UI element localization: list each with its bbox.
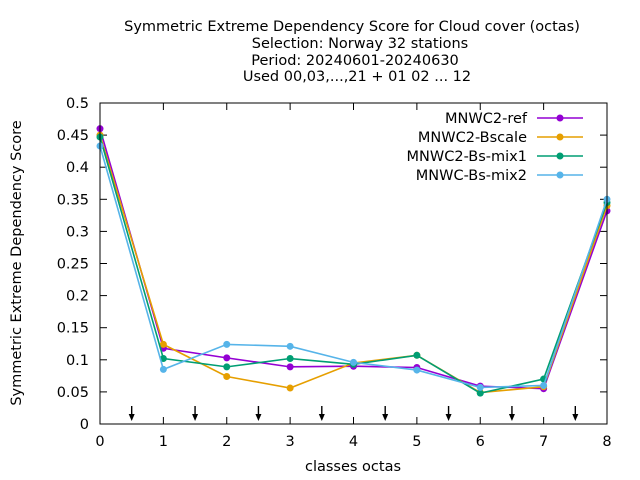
data-point <box>223 363 231 371</box>
data-point <box>286 384 294 392</box>
data-point <box>223 340 231 348</box>
legend-swatch-marker <box>556 114 564 122</box>
series-mnwc-bs-mix2 <box>96 142 611 391</box>
legend-entry: MNWC2-Bscale <box>418 130 583 146</box>
data-point <box>223 354 231 362</box>
y-axis-label: Symmetric Extreme Dependency Score <box>9 120 25 405</box>
y-tick-label: 0.4 <box>66 160 89 176</box>
series-line <box>99 134 608 394</box>
x-tick-label: 4 <box>349 434 358 450</box>
x-tick-label: 1 <box>159 434 168 450</box>
y-tick-label: 0.35 <box>57 192 89 208</box>
plot-frame <box>99 102 608 425</box>
x-axis-label: classes octas <box>305 459 401 475</box>
data-point <box>159 355 167 363</box>
x-tick-label: 2 <box>222 434 231 450</box>
data-point <box>159 340 167 348</box>
legend-entry: MNWC2-Bs-mix1 <box>407 149 583 165</box>
chart-title: Symmetric Extreme Dependency Score for C… <box>124 19 580 85</box>
series-line <box>99 136 608 395</box>
legend-label: MNWC2-ref <box>445 111 528 127</box>
x-tick-label: 7 <box>539 434 548 450</box>
data-point <box>540 381 548 389</box>
y-tick-label: 0 <box>80 417 89 433</box>
series-lines <box>96 125 611 397</box>
legend-entry: MNWC2-ref <box>445 111 583 127</box>
class-boundary-arrows <box>128 406 579 421</box>
boundary-arrow <box>128 406 135 421</box>
data-point <box>350 358 357 366</box>
legend-label: MNWC2-Bs-mix1 <box>407 149 527 165</box>
data-point <box>223 372 231 380</box>
x-tick-label: 3 <box>286 434 295 450</box>
boundary-arrow <box>192 406 199 421</box>
y-tick-label: 0.2 <box>66 289 89 305</box>
data-point <box>286 342 294 350</box>
legend-swatch-marker <box>556 152 564 160</box>
series-mnwc2-bscale <box>96 131 611 397</box>
data-point <box>476 389 484 397</box>
title-line-1: Symmetric Extreme Dependency Score for C… <box>124 19 580 35</box>
y-tick-label: 0.05 <box>57 385 89 401</box>
title-line-3: Period: 20240601-20240630 <box>251 53 459 69</box>
y-tick-label: 0.3 <box>66 224 89 240</box>
data-point <box>286 355 294 363</box>
legend-swatch-marker <box>556 171 564 179</box>
y-tick-label: 0.15 <box>57 321 89 337</box>
boundary-arrow <box>318 406 325 421</box>
series-line <box>99 128 608 390</box>
legend-label: MNWC2-Bscale <box>418 130 527 146</box>
y-tick-label: 0.5 <box>66 96 89 112</box>
boundary-arrow <box>508 406 515 421</box>
boundary-arrow <box>255 406 262 421</box>
y-tick-label: 0.1 <box>66 353 89 369</box>
title-line-2: Selection: Norway 32 stations <box>252 36 468 52</box>
data-point <box>476 383 484 391</box>
series-mnwc2-bs-mix1 <box>96 133 611 397</box>
x-tick-label: 0 <box>95 434 104 450</box>
y-tick-label: 0.45 <box>57 128 89 144</box>
legend-label: MNWC-Bs-mix2 <box>416 168 527 184</box>
legend-swatch-marker <box>556 133 564 141</box>
data-point <box>286 363 294 371</box>
x-tick-label: 6 <box>476 434 485 450</box>
x-tick-label: 8 <box>602 434 611 450</box>
boundary-arrow <box>382 406 389 421</box>
legend-entry: MNWC-Bs-mix2 <box>416 168 583 184</box>
title-line-4: Used 00,03,...,21 + 01 02 ... 12 <box>243 69 471 85</box>
boundary-arrow <box>445 406 452 421</box>
x-tick-label: 5 <box>412 434 421 450</box>
data-point <box>413 351 421 359</box>
boundary-arrow <box>572 406 579 421</box>
data-point <box>413 366 421 374</box>
series-mnwc2-ref <box>96 125 611 393</box>
x-tick-labels: 0 1 2 3 4 5 6 7 8 <box>95 434 611 450</box>
legend: MNWC2-ref MNWC2-Bscale MNWC2-Bs-mix1 MNWC-B… <box>407 111 583 184</box>
axis-ticks <box>99 102 608 425</box>
y-tick-label: 0.25 <box>57 257 89 273</box>
data-point <box>159 365 167 373</box>
y-tick-labels: 0 0.05 0.1 0.15 0.2 0.25 0.3 0.35 0.4 0.45 0.5 <box>57 96 89 433</box>
